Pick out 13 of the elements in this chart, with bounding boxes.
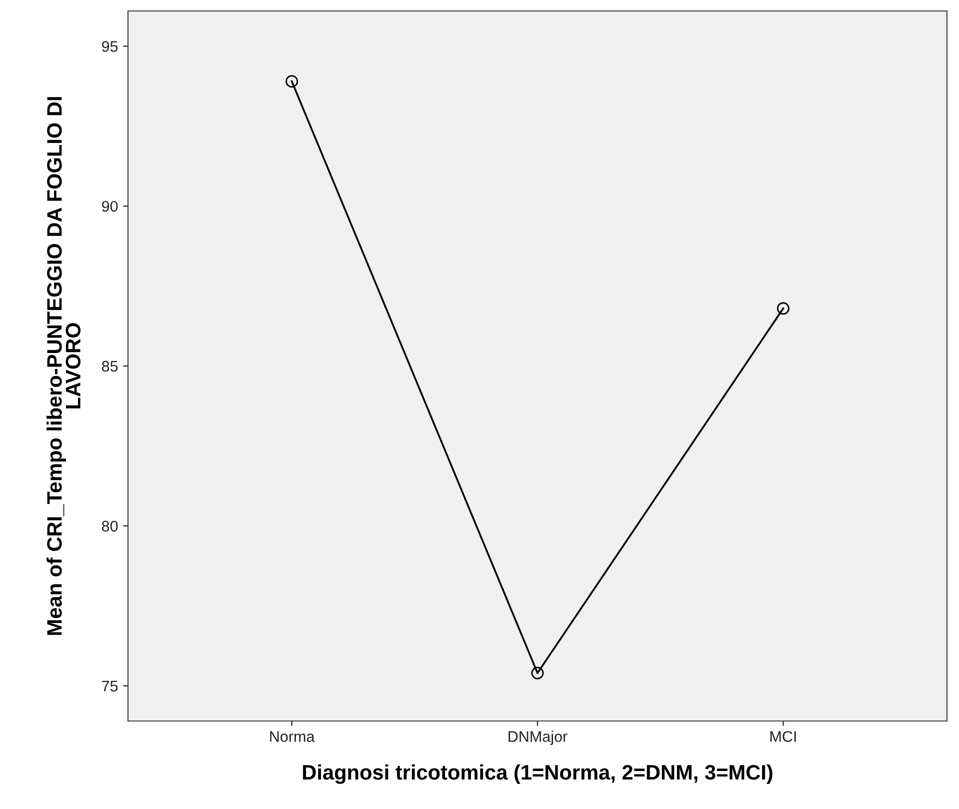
- y-tick-label: 95: [102, 41, 118, 52]
- x-axis-title: Diagnosi tricotomica (1=Norma, 2=DNM, 3=MCI): [303, 764, 772, 784]
- point: [776, 302, 790, 315]
- y-axis-title: Mean of CRI_Tempo libero-PUNTEGGIO DA FOGLIO DI LAVORO: [46, 97, 80, 635]
- y-tick-label: 90: [102, 200, 118, 212]
- y-tick-label: 75: [102, 680, 118, 692]
- x-tick-label: MCI: [770, 731, 796, 742]
- y-tick-label: 80: [102, 520, 118, 532]
- point: [286, 75, 298, 88]
- x-tick-label: DNMajor: [508, 730, 568, 745]
- point: [531, 666, 544, 680]
- x-tick-label: Norma: [270, 731, 315, 742]
- y-tick-label: 85: [102, 360, 118, 372]
